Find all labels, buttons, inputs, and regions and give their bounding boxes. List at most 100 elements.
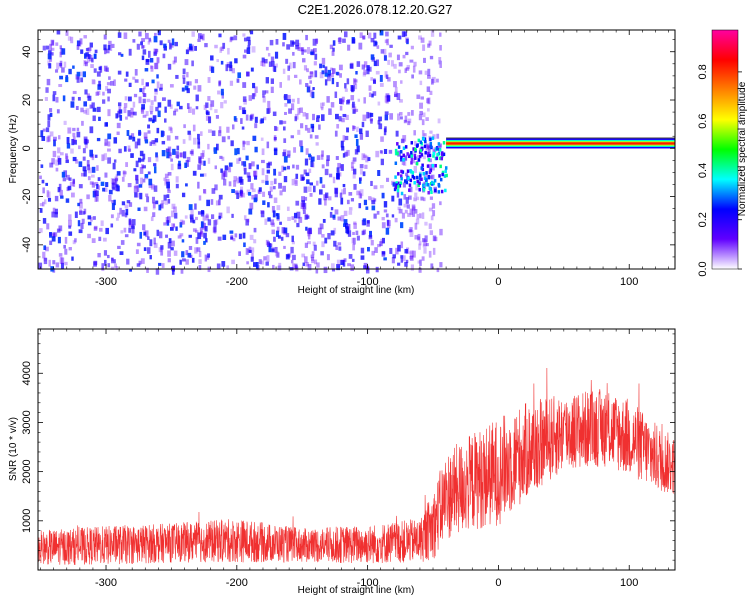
heatmap-cell [386, 38, 389, 46]
heatmap-cell [276, 205, 281, 211]
heatmap-cell [373, 213, 377, 219]
heatmap-cell [66, 137, 70, 144]
heatmap-cell [400, 257, 404, 263]
heatmap-cell [87, 95, 92, 101]
heatmap-cell [135, 174, 139, 181]
heatmap-cell [373, 60, 377, 67]
heatmap-cell [163, 222, 167, 226]
heatmap-cell [174, 108, 179, 112]
heatmap-cell [85, 47, 89, 52]
heatmap-cell [344, 83, 347, 89]
heatmap-cell [42, 218, 47, 224]
heatmap-cell [430, 180, 434, 185]
heatmap-cell [321, 241, 325, 248]
heatmap-cell [59, 189, 63, 197]
heatmap-cell [418, 154, 422, 159]
heatmap-cell [134, 184, 138, 189]
heatmap-cell [420, 37, 425, 43]
heatmap-cell [427, 175, 431, 180]
heatmap-cell [168, 42, 172, 50]
heatmap-cell [313, 48, 317, 53]
heatmap-cell [141, 78, 144, 86]
heatmap-cell [258, 259, 262, 265]
heatmap-cell [334, 130, 338, 137]
heatmap-cell [307, 186, 312, 192]
heatmap-cell [61, 48, 66, 55]
heatmap-cell [306, 228, 310, 234]
heatmap-cell [188, 234, 192, 238]
heatmap-cell [302, 210, 306, 215]
heatmap-cell [438, 57, 442, 62]
heatmap-cell [145, 82, 149, 87]
heatmap-cell [399, 174, 403, 178]
heatmap-cell [202, 222, 206, 230]
heatmap-cell [265, 46, 269, 51]
heatmap-cell [422, 44, 426, 51]
heatmap-cell [421, 163, 424, 168]
heatmap-cell [270, 219, 275, 226]
heatmap-cell [347, 230, 352, 237]
heatmap-cell [331, 67, 335, 75]
heatmap-cell [140, 107, 145, 114]
heatmap-cell [138, 31, 142, 37]
heatmap-cell [269, 39, 274, 46]
heatmap-cell [410, 141, 414, 145]
heatmap-cell [394, 86, 398, 92]
heatmap-cell [265, 239, 269, 246]
heatmap-cell [59, 51, 62, 58]
heatmap-cell [272, 264, 275, 270]
heatmap-cell [145, 230, 149, 238]
heatmap-cell [231, 259, 235, 265]
heatmap-cell [57, 147, 61, 154]
heatmap-cell [147, 41, 151, 45]
heatmap-cell [185, 250, 189, 256]
heatmap-cell [333, 227, 337, 235]
heatmap-cell [268, 194, 273, 199]
heatmap-cell [107, 254, 110, 259]
heatmap-cell [301, 176, 305, 181]
heatmap-cell [40, 130, 44, 138]
heatmap-cell [260, 137, 264, 141]
heatmap-cell [243, 215, 247, 221]
heatmap-cell [399, 181, 403, 185]
heatmap-cell [328, 108, 332, 115]
heatmap-cell [207, 96, 211, 101]
heatmap-cell [143, 132, 148, 139]
heatmap-cell [343, 258, 347, 262]
heatmap-cell [142, 178, 146, 183]
heatmap-cell [328, 173, 333, 178]
heatmap-cell [76, 131, 81, 138]
heatmap-cell [107, 133, 112, 140]
heatmap-cell [315, 142, 319, 146]
heatmap-cell [119, 207, 122, 215]
heatmap-cell [167, 63, 172, 70]
heatmap-cell [243, 37, 247, 42]
heatmap-cell [420, 177, 423, 181]
heatmap-cell [326, 159, 330, 167]
heatmap-cell [229, 80, 234, 86]
heatmap-cell [108, 194, 112, 202]
heatmap-cell [164, 118, 167, 123]
heatmap-cell [409, 227, 413, 232]
heatmap-cell [122, 171, 127, 175]
heatmap-cell [143, 86, 146, 90]
heatmap-cell [429, 137, 432, 141]
heatmap-cell [339, 73, 342, 78]
heatmap-cell [331, 268, 336, 272]
heatmap-cell [191, 108, 196, 115]
heatmap-cell [440, 156, 444, 161]
heatmap-cell [214, 44, 218, 49]
heatmap-cell [236, 147, 240, 155]
heatmap-cell [113, 79, 116, 86]
heatmap-cell [310, 254, 315, 259]
heatmap-cell [407, 112, 411, 116]
heatmap-cell [79, 198, 83, 204]
heatmap-cell [83, 60, 88, 65]
heatmap-cell [224, 165, 229, 171]
heatmap-cell [332, 176, 336, 184]
heatmap-cell [189, 254, 193, 258]
heatmap-cell [115, 174, 119, 181]
heatmap-cell [164, 180, 167, 186]
heatmap-cell [324, 79, 328, 86]
heatmap-cell [185, 160, 189, 167]
